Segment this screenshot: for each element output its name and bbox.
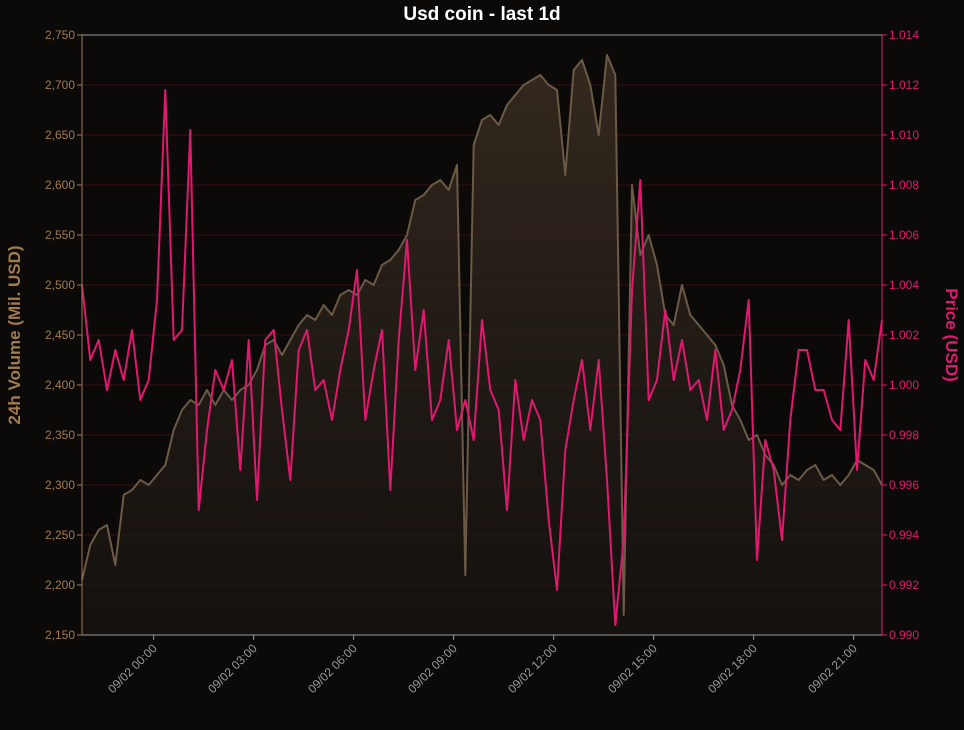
x-tick-label: 09/02 06:00 bbox=[305, 641, 360, 696]
y-tick-label: 2,650 bbox=[45, 128, 75, 142]
y-tick-label: 2,450 bbox=[45, 328, 75, 342]
y2-tick-label: 1.000 bbox=[889, 378, 919, 392]
y2-tick-label: 1.008 bbox=[889, 178, 919, 192]
x-tick-label: 09/02 09:00 bbox=[405, 641, 460, 696]
x-tick-label: 09/02 00:00 bbox=[105, 641, 160, 696]
y-tick-label: 2,600 bbox=[45, 178, 75, 192]
y2-tick-label: 1.006 bbox=[889, 228, 919, 242]
x-tick-label: 09/02 03:00 bbox=[205, 641, 260, 696]
y2-tick-label: 1.010 bbox=[889, 128, 919, 142]
y2-tick-label: 0.996 bbox=[889, 478, 919, 492]
chart-title: Usd coin - last 1d bbox=[403, 4, 560, 25]
y-tick-label: 2,350 bbox=[45, 428, 75, 442]
y2-tick-label: 0.998 bbox=[889, 428, 919, 442]
y-tick-label: 2,250 bbox=[45, 528, 75, 542]
y2-tick-label: 0.992 bbox=[889, 578, 919, 592]
y-tick-label: 2,150 bbox=[45, 628, 75, 642]
x-tick-label: 09/02 12:00 bbox=[505, 641, 560, 696]
y-tick-label: 2,300 bbox=[45, 478, 75, 492]
y-tick-label: 2,400 bbox=[45, 378, 75, 392]
y2-tick-label: 0.994 bbox=[889, 528, 919, 542]
x-tick-label: 09/02 18:00 bbox=[705, 641, 760, 696]
y2-tick-label: 1.014 bbox=[889, 28, 919, 42]
x-tick-label: 09/02 15:00 bbox=[605, 641, 660, 696]
line bbox=[81, 89, 883, 626]
area bbox=[82, 55, 882, 635]
y2-tick-label: 0.990 bbox=[889, 628, 919, 642]
y-tick-label: 2,500 bbox=[45, 278, 75, 292]
y2-tick-label: 1.002 bbox=[889, 328, 919, 342]
y-tick-label: 2,550 bbox=[45, 228, 75, 242]
y-tick-label: 2,700 bbox=[45, 78, 75, 92]
y2-tick-label: 1.004 bbox=[889, 278, 919, 292]
line bbox=[81, 54, 883, 616]
y-axis-label: 24h Volume (Mil. USD) bbox=[5, 245, 24, 424]
y2-axis-label: Price (USD) bbox=[942, 288, 961, 382]
y-tick-label: 2,200 bbox=[45, 578, 75, 592]
y2-tick-label: 1.012 bbox=[889, 78, 919, 92]
y-tick-label: 2,750 bbox=[45, 28, 75, 42]
x-tick-label: 09/02 21:00 bbox=[805, 641, 860, 696]
